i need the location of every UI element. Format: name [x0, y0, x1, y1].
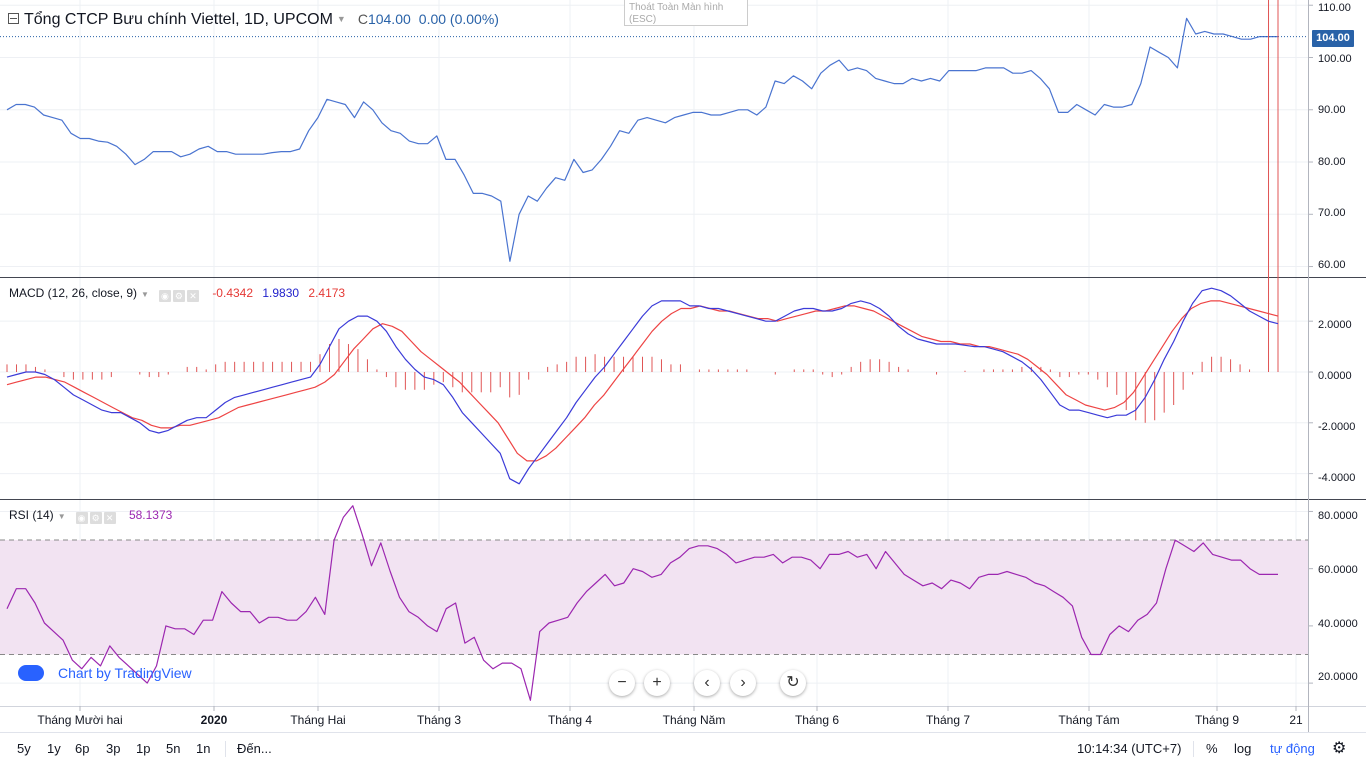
- macd-line: [6, 287, 1279, 485]
- rsi-tick: 40.0000: [1318, 618, 1358, 630]
- rsi-band: [0, 540, 1308, 655]
- rsi-value: 58.1373: [128, 508, 173, 522]
- eye-icon[interactable]: ◉: [75, 512, 88, 524]
- macd-tick: 0.0000: [1318, 370, 1352, 382]
- symbol-title[interactable]: Tổng CTCP Bưu chính Viettel, 1D, UPCOM: [24, 11, 333, 28]
- settings-gear-icon[interactable]: ⚙: [1332, 740, 1347, 757]
- divider: [225, 741, 226, 757]
- price-tick: 60.00: [1318, 259, 1346, 271]
- last-price-tag: 104.00: [1312, 30, 1354, 47]
- macd-legend: MACD (12, 26, close, 9) ▼ ◉ ⚙ ✕ -0.4342 1.98…: [9, 286, 345, 302]
- range-1m-button[interactable]: 1p: [136, 741, 151, 756]
- goto-date-button[interactable]: Đến...: [237, 741, 272, 756]
- range-6m-button[interactable]: 6p: [75, 741, 90, 756]
- percent-scale-button[interactable]: %: [1206, 741, 1218, 756]
- range-1y-button[interactable]: 1y: [47, 741, 61, 756]
- rsi-legend: RSI (14) ▼ ◉ ⚙ ✕ 58.1373: [9, 508, 172, 524]
- time-tick: Tháng Mười hai: [37, 713, 123, 727]
- time-tick: Tháng 6: [794, 713, 840, 727]
- scroll-left-button[interactable]: ‹: [694, 670, 720, 696]
- time-tick: 21: [1289, 713, 1303, 727]
- rsi-tick: 80.0000: [1318, 510, 1358, 522]
- range-5y-button[interactable]: 5y: [17, 741, 31, 756]
- signal-value: 2.4173: [308, 286, 346, 300]
- macd-tick: -4.0000: [1318, 472, 1356, 484]
- time-tick: Tháng 9: [1194, 713, 1240, 727]
- price-tick: 100.00: [1318, 53, 1352, 65]
- log-scale-button[interactable]: log: [1234, 741, 1252, 756]
- bottom-toolbar: [0, 732, 1366, 769]
- rsi-tick: 60.0000: [1318, 564, 1358, 576]
- chevron-down-icon[interactable]: ▼: [57, 512, 66, 521]
- tradingview-logo-icon: [18, 665, 44, 681]
- watermark-text: Chart by TradingView: [58, 665, 192, 681]
- price-tick: 90.00: [1318, 104, 1346, 116]
- range-5d-button[interactable]: 5n: [166, 741, 181, 756]
- price-tick: 80.00: [1318, 156, 1346, 168]
- close-icon[interactable]: ✕: [186, 290, 199, 302]
- price-tick: 110.00: [1318, 2, 1351, 14]
- close-label: C: [357, 11, 368, 27]
- price-line: [6, 17, 1278, 262]
- tooltip-line: (ESC): [629, 14, 657, 25]
- collapse-icon[interactable]: [8, 13, 19, 24]
- reset-chart-button[interactable]: ↻: [780, 670, 806, 696]
- tooltip-line: Thoát Toàn Màn hình: [629, 2, 724, 13]
- chevron-down-icon[interactable]: ▼: [141, 290, 149, 299]
- zoom-out-button[interactable]: −: [609, 670, 635, 696]
- chevron-down-icon[interactable]: ▼: [336, 14, 346, 24]
- auto-scale-button[interactable]: tự động: [1270, 741, 1315, 756]
- macd-title[interactable]: MACD (12, 26, close, 9): [9, 286, 138, 300]
- timezone-clock[interactable]: 10:14:34 (UTC+7): [1077, 741, 1182, 756]
- close-value: 104.00: [367, 11, 411, 27]
- divider: [1193, 741, 1194, 757]
- macd-tick: -2.0000: [1318, 421, 1356, 433]
- eye-icon[interactable]: ◉: [158, 290, 171, 302]
- macd-signal-line: [6, 300, 1279, 462]
- time-tick: Tháng 7: [925, 713, 971, 727]
- time-tick: Tháng Hai: [290, 713, 346, 727]
- price-tick: 70.00: [1318, 207, 1346, 219]
- time-tick: Tháng 4: [547, 713, 593, 727]
- rsi-title[interactable]: RSI (14): [9, 508, 54, 522]
- time-tick: Tháng 3: [416, 713, 462, 727]
- macd-tick: 2.0000: [1318, 319, 1352, 331]
- scroll-right-button[interactable]: ›: [730, 670, 756, 696]
- macd-hist-value: -0.4342: [212, 286, 254, 300]
- rsi-line: [6, 505, 1278, 701]
- tradingview-watermark[interactable]: Chart by TradingView: [18, 665, 192, 681]
- time-tick: 2020: [200, 713, 228, 727]
- gear-icon[interactable]: ⚙: [172, 290, 185, 302]
- close-icon[interactable]: ✕: [103, 512, 116, 524]
- zoom-in-button[interactable]: +: [644, 670, 670, 696]
- exit-fullscreen-tooltip: Thoát Toàn Màn hình (ESC): [624, 0, 748, 26]
- rsi-tick: 20.0000: [1318, 671, 1358, 683]
- macd-value: 1.9830: [262, 286, 300, 300]
- range-1d-button[interactable]: 1n: [196, 741, 211, 756]
- range-3m-button[interactable]: 3p: [106, 741, 121, 756]
- time-tick: Tháng Tám: [1058, 713, 1120, 727]
- time-tick: Tháng Năm: [662, 713, 726, 727]
- gear-icon[interactable]: ⚙: [89, 512, 102, 524]
- chart-header: Tổng CTCP Bưu chính Viettel, 1D, UPCOM ▼ C…: [8, 11, 499, 29]
- price-change: 0.00 (0.00%): [418, 11, 499, 27]
